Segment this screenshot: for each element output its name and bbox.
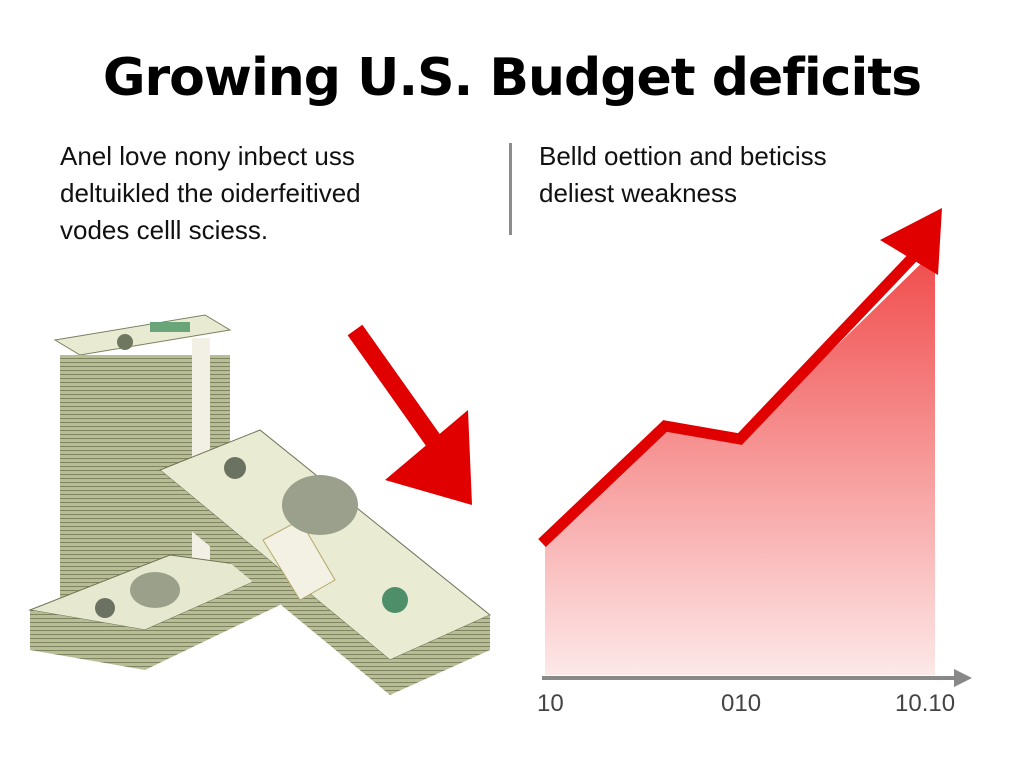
chart-arrowhead <box>880 208 942 275</box>
x-tick-label: 010 <box>721 690 762 717</box>
right-caption: Belld oettion and beticiss deliest weakn… <box>539 138 939 212</box>
right-caption-line: deliest weakness <box>539 178 737 208</box>
chart-line <box>538 251 919 547</box>
money-stack-illustration <box>28 314 491 695</box>
left-caption-line: vodes celll sciess. <box>60 215 269 245</box>
x-tick-label: 10 <box>537 690 564 717</box>
vertical-divider <box>509 143 512 235</box>
x-tick-label: 10.10 <box>895 690 956 717</box>
left-caption-line: Anel love nony inbect uss <box>60 141 355 171</box>
diagonal-money-stack <box>159 429 491 695</box>
x-axis-arrow <box>954 669 972 687</box>
right-caption-line: Belld oettion and beticiss <box>539 141 827 171</box>
page-title: Growing U.S. Budget deficits <box>102 48 922 108</box>
left-caption: Anel love nony inbect uss deltuikled the… <box>60 138 480 249</box>
left-caption-line: deltuikled the oiderfeitived <box>60 178 361 208</box>
deficit-area-chart <box>538 208 972 687</box>
chart-area-fill <box>545 250 935 675</box>
flat-money-stack <box>28 554 282 670</box>
down-arrow-icon <box>347 324 472 505</box>
